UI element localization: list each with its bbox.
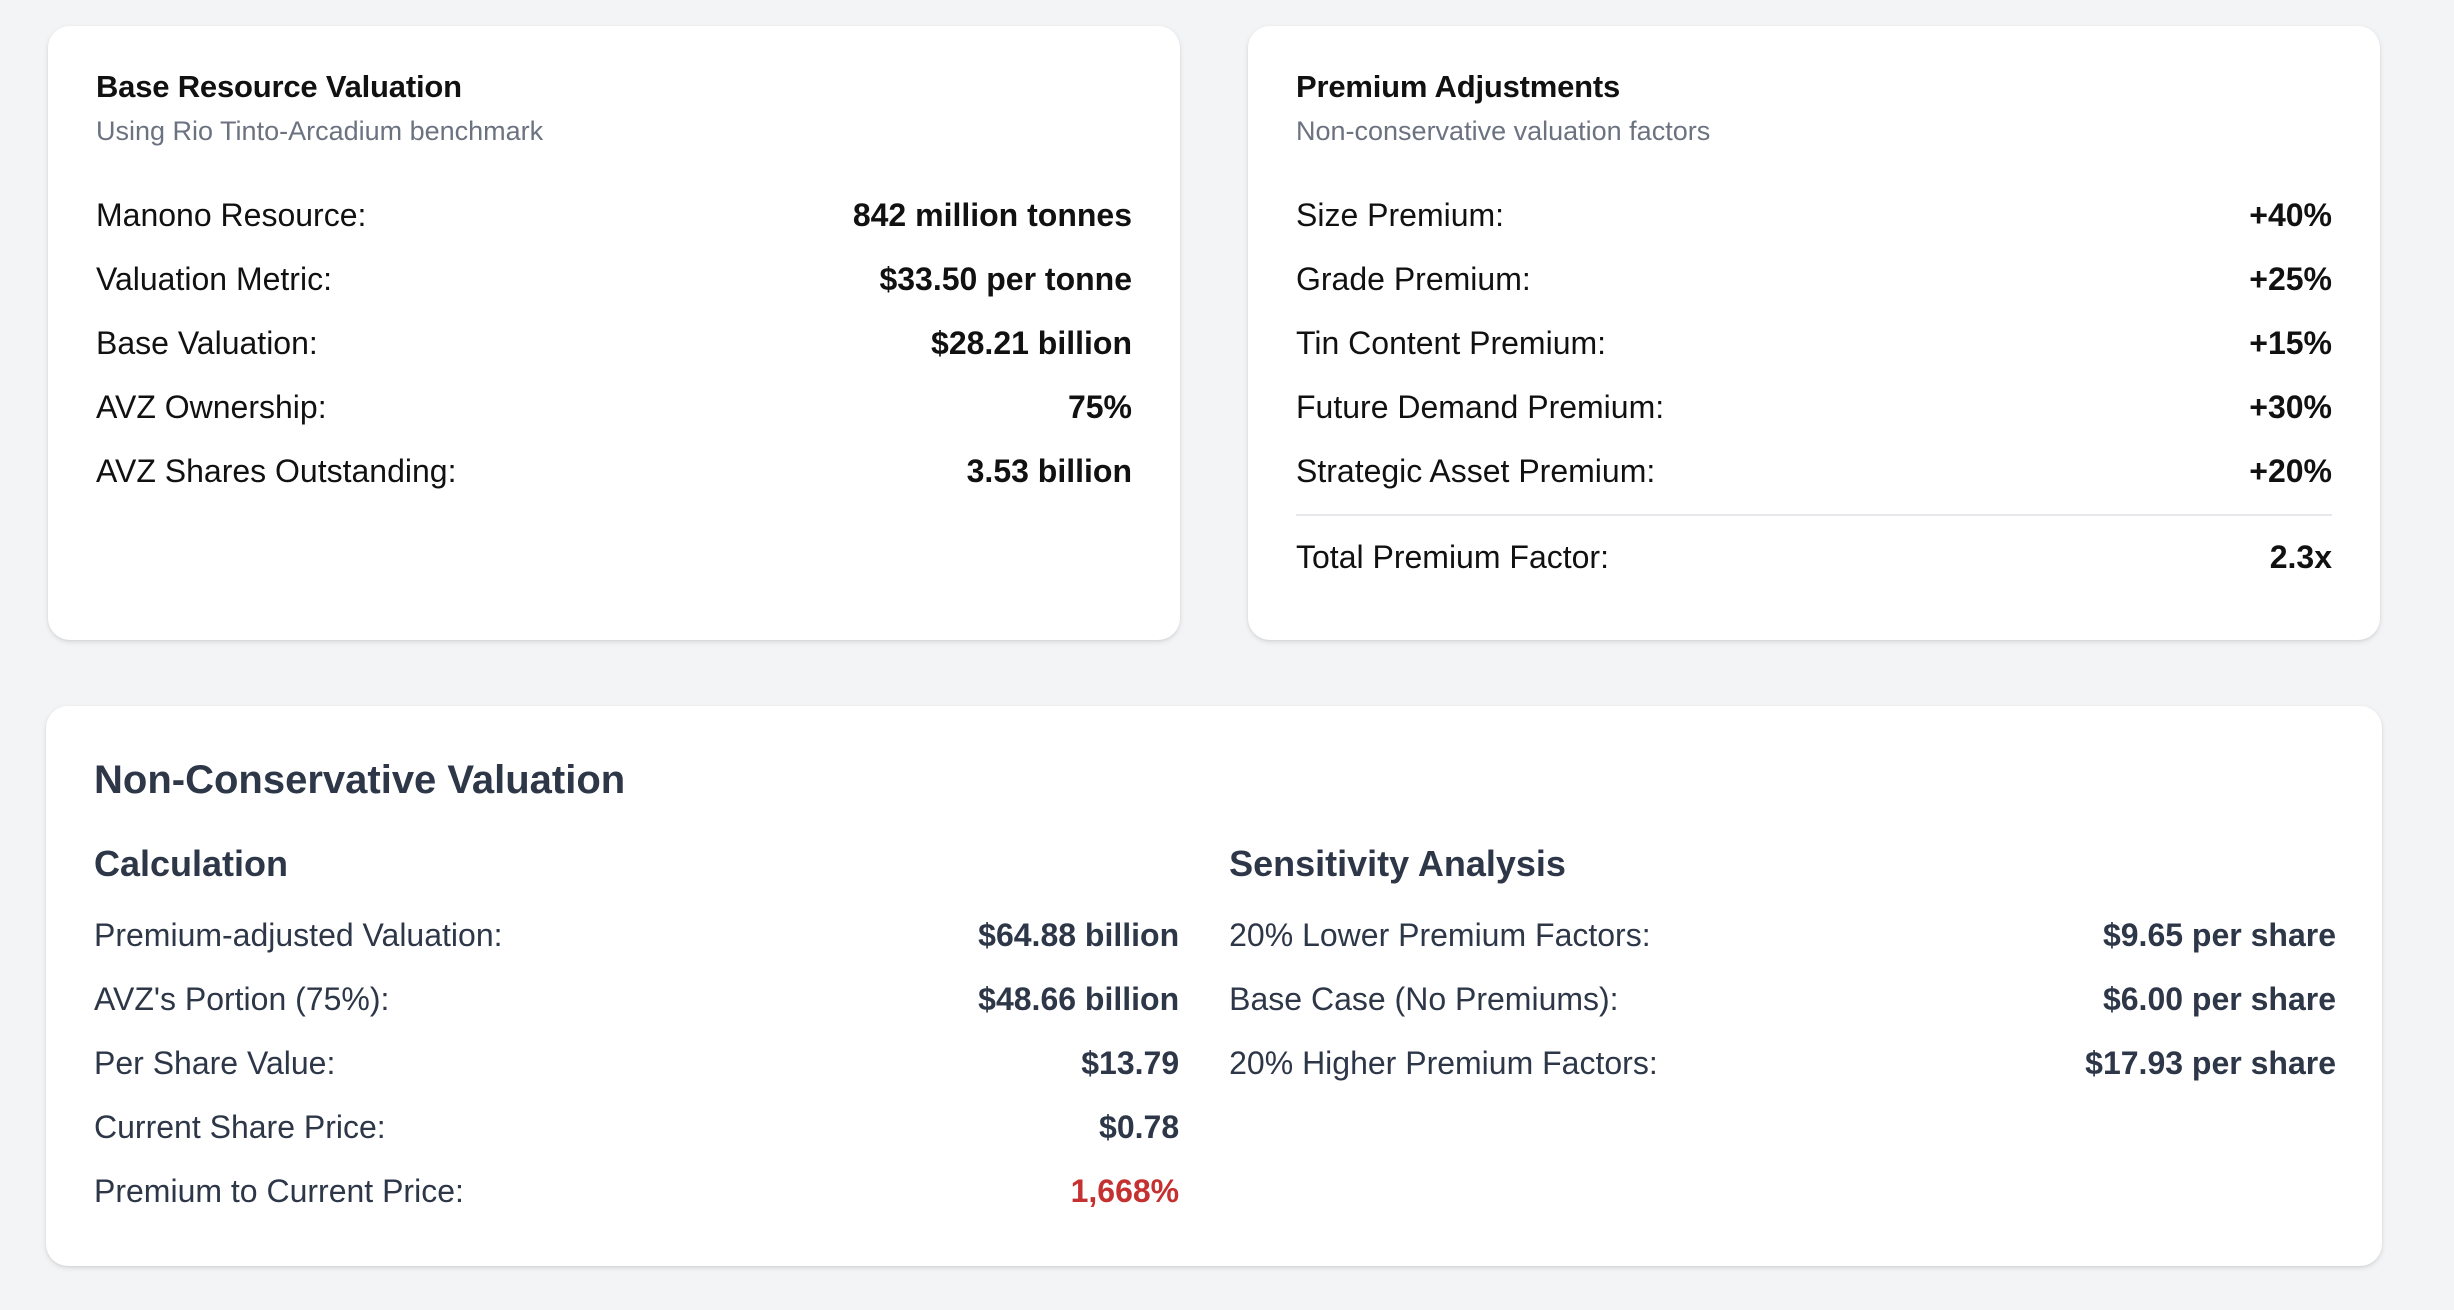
premium-adjustments-card: Premium Adjustments Non-conservative val… (1248, 26, 2380, 640)
row-label: AVZ Ownership: (96, 389, 327, 426)
nc-card-title: Non-Conservative Valuation (94, 758, 626, 802)
row-avz-ownership: AVZ Ownership: 75% (96, 376, 1132, 440)
row-label: Size Premium: (1296, 197, 1505, 234)
row-value: $48.66 billion (978, 980, 1180, 1017)
nc-columns: Calculation Premium-adjusted Valuation: … (94, 842, 2336, 1223)
premium-percent-value: 1,668% (1070, 1172, 1180, 1209)
row-value: $33.50 per tonne (879, 261, 1132, 298)
row-size-premium: Size Premium: +40% (1296, 184, 2332, 248)
row-lower-premium-factors: 20% Lower Premium Factors: $9.65 per sha… (1229, 903, 2336, 967)
row-value: +30% (2249, 389, 2332, 426)
sensitivity-heading: Sensitivity Analysis (1229, 843, 1566, 884)
row-value: 2.3x (2269, 539, 2332, 576)
row-label: Valuation Metric: (96, 261, 332, 298)
row-base-case: Base Case (No Premiums): $6.00 per share (1229, 967, 2336, 1031)
row-base-valuation: Base Valuation: $28.21 billion (96, 312, 1132, 376)
row-value: +25% (2249, 261, 2332, 298)
row-label: Future Demand Premium: (1296, 389, 1665, 426)
row-value: $17.93 per share (2085, 1044, 2336, 1081)
row-premium-to-current-price: Premium to Current Price: 1,668% (94, 1159, 1179, 1223)
row-label: Premium-adjusted Valuation: (94, 916, 503, 953)
calculation-section: Calculation Premium-adjusted Valuation: … (94, 842, 1217, 1223)
row-future-demand-premium: Future Demand Premium: +30% (1296, 376, 2332, 440)
row-label: 20% Higher Premium Factors: (1229, 1044, 1658, 1081)
row-value: $28.21 billion (931, 325, 1132, 362)
base-card-title: Base Resource Valuation (96, 69, 462, 104)
row-label: Premium to Current Price: (94, 1172, 464, 1209)
row-label: AVZ's Portion (75%): (94, 980, 390, 1017)
non-conservative-valuation-card: Non-Conservative Valuation Calculation P… (46, 706, 2382, 1266)
row-total-premium-factor: Total Premium Factor: 2.3x (1296, 526, 2332, 590)
row-value: +20% (2249, 453, 2332, 490)
total-divider (1296, 513, 2332, 516)
row-avz-shares-outstanding: AVZ Shares Outstanding: 3.53 billion (96, 440, 1132, 504)
row-value: 75% (1067, 389, 1132, 426)
row-grade-premium: Grade Premium: +25% (1296, 248, 2332, 312)
row-valuation-metric: Valuation Metric: $33.50 per tonne (96, 248, 1132, 312)
row-value: $0.78 (1099, 1108, 1180, 1145)
row-value: 842 million tonnes (852, 197, 1132, 234)
base-card-rows: Manono Resource: 842 million tonnes Valu… (96, 184, 1132, 504)
row-premium-adjusted-valuation: Premium-adjusted Valuation: $64.88 billi… (94, 903, 1179, 967)
row-strategic-asset-premium: Strategic Asset Premium: +20% (1296, 440, 2332, 504)
row-label: Total Premium Factor: (1296, 539, 1609, 576)
row-label: Grade Premium: (1296, 261, 1531, 298)
row-value: $64.88 billion (978, 916, 1180, 953)
base-card-subtitle: Using Rio Tinto-Arcadium benchmark (96, 116, 544, 147)
calculation-heading: Calculation (94, 843, 289, 884)
row-label: Strategic Asset Premium: (1296, 453, 1656, 490)
premium-card-subtitle: Non-conservative valuation factors (1296, 116, 1711, 147)
base-resource-valuation-card: Base Resource Valuation Using Rio Tinto-… (48, 26, 1180, 640)
row-value: +15% (2249, 325, 2332, 362)
sensitivity-section: Sensitivity Analysis 20% Lower Premium F… (1229, 842, 2336, 1223)
row-label: Per Share Value: (94, 1044, 336, 1081)
premium-card-title: Premium Adjustments (1296, 69, 1621, 104)
row-per-share-value: Per Share Value: $13.79 (94, 1031, 1179, 1095)
row-label: Tin Content Premium: (1296, 325, 1607, 362)
premium-card-rows: Size Premium: +40% Grade Premium: +25% T… (1296, 184, 2332, 590)
row-value: 3.53 billion (966, 453, 1132, 490)
row-value: $6.00 per share (2102, 980, 2336, 1017)
row-current-share-price: Current Share Price: $0.78 (94, 1095, 1179, 1159)
row-label: Base Case (No Premiums): (1229, 980, 1619, 1017)
row-tin-content-premium: Tin Content Premium: +15% (1296, 312, 2332, 376)
row-value: +40% (2249, 197, 2332, 234)
row-value: $13.79 (1081, 1044, 1180, 1081)
row-value: $9.65 per share (2102, 916, 2336, 953)
row-label: Base Valuation: (96, 325, 318, 362)
row-label: Manono Resource: (96, 197, 367, 234)
row-manono-resource: Manono Resource: 842 million tonnes (96, 184, 1132, 248)
row-label: AVZ Shares Outstanding: (96, 453, 457, 490)
row-label: 20% Lower Premium Factors: (1229, 916, 1651, 953)
row-label: Current Share Price: (94, 1108, 386, 1145)
row-avz-portion: AVZ's Portion (75%): $48.66 billion (94, 967, 1179, 1031)
row-higher-premium-factors: 20% Higher Premium Factors: $17.93 per s… (1229, 1031, 2336, 1095)
